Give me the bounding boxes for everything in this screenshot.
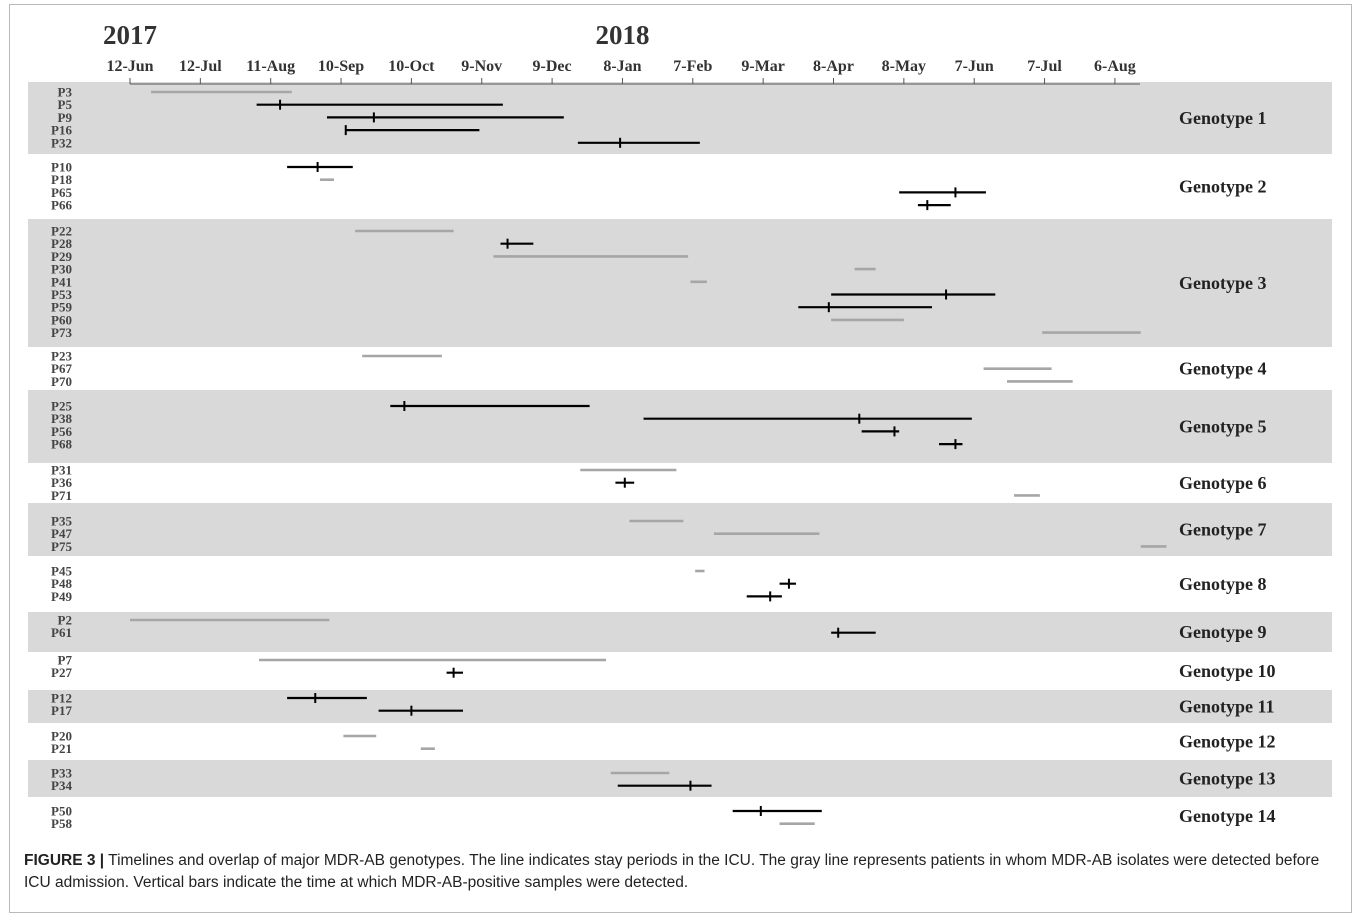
patient-label: P16 [51,123,72,138]
patient-label: P29 [51,249,72,264]
x-tick-label: 8-Apr [813,58,854,75]
patient-label: P3 [58,85,73,100]
x-tick-label: 9-Dec [533,58,572,75]
patient-label: P59 [51,300,72,315]
year-label: 2018 [595,20,649,50]
figure-caption: FIGURE 3 | Timelines and overlap of majo… [24,850,1336,894]
genotype-label: Genotype 3 [1179,273,1267,293]
patient-label: P2 [58,613,72,628]
patient-label: P27 [51,665,72,680]
patient-label: P47 [51,526,72,541]
patient-label: P71 [51,488,72,503]
genotype-band [28,760,1332,797]
patient-label: P32 [51,135,72,150]
patient-label: P18 [51,172,72,187]
patient-label: P21 [51,741,72,756]
genotype-label: Genotype 7 [1179,520,1267,540]
genotype-band [28,390,1332,463]
x-tick-label: 9-Mar [741,58,785,75]
patient-label: P10 [51,160,72,175]
genotype-label: Genotype 12 [1179,732,1276,752]
x-tick-label: 7-Feb [673,58,712,75]
genotype-label: Genotype 1 [1179,108,1267,128]
patient-label: P53 [51,287,72,302]
patient-label: P45 [51,564,72,579]
patient-label: P65 [51,185,72,200]
patient-label: P25 [51,399,72,414]
patient-label: P58 [51,816,72,831]
patient-label: P66 [51,198,72,213]
genotype-label: Genotype 8 [1179,574,1267,594]
genotype-label: Genotype 2 [1179,177,1267,197]
patient-label: P28 [51,236,72,251]
patient-label: P67 [51,361,72,376]
patient-label: P61 [51,625,72,640]
x-tick-label: 10-Oct [388,58,435,75]
patient-label: P23 [51,349,72,364]
genotype-label: Genotype 13 [1179,769,1276,789]
patient-label: P48 [51,576,72,591]
genotype-label: Genotype 9 [1179,622,1267,642]
x-tick-label: 6-Aug [1094,58,1136,75]
patient-label: P33 [51,766,72,781]
genotype-band [28,503,1332,556]
year-label: 2017 [103,20,157,50]
patient-label: P56 [51,424,72,439]
x-tick-label: 10-Sep [318,58,364,75]
patient-label: P30 [51,262,72,277]
x-tick-label: 11-Aug [246,58,295,75]
patient-label: P35 [51,514,72,529]
patient-label: P60 [51,312,72,327]
genotype-band [28,690,1332,723]
patient-label: P17 [51,703,72,718]
genotype-label: Genotype 5 [1179,417,1267,437]
timeline-chart: 2017 2018 12-Jun 12-Jul 11-Aug 10-Sep 10-Oct 9-… [28,20,1332,831]
patient-label: P36 [51,475,72,490]
patient-label: P22 [51,224,72,239]
patient-label: P34 [51,778,72,793]
genotype-label: Genotype 6 [1179,473,1267,493]
genotype-band [28,219,1332,347]
x-tick-label: 8-May [882,58,926,75]
x-tick-label: 7-Jun [955,58,994,75]
patient-label: P50 [51,804,72,819]
x-tick-label: 8-Jan [603,58,641,75]
caption-label: FIGURE 3 | [24,852,105,869]
caption-text: Timelines and overlap of major MDR-AB ge… [24,852,1320,891]
patient-label: P75 [51,539,72,554]
patient-label: P70 [51,374,72,389]
patient-label: P9 [58,110,73,125]
genotype-label: Genotype 10 [1179,661,1276,681]
genotype-label: Genotype 4 [1179,359,1267,379]
x-tick-label: 7-Jul [1027,58,1062,75]
x-tick-label: 12-Jul [179,58,222,75]
x-tick-label: 9-Nov [461,58,502,75]
patient-label: P49 [51,589,72,604]
patient-label: P73 [51,325,72,340]
patient-label: P38 [51,411,72,426]
genotype-label: Genotype 14 [1179,806,1276,826]
genotype-label: Genotype 11 [1179,697,1275,717]
x-tick-label: 12-Jun [106,58,153,75]
figure-frame [9,4,1352,913]
patient-label: P31 [51,463,72,478]
patient-label: P68 [51,437,72,452]
genotype-band [28,612,1332,652]
patient-label: P20 [51,729,72,744]
patient-label: P41 [51,274,72,289]
patient-label: P7 [58,653,73,668]
patient-label: P5 [58,97,73,112]
patient-label: P12 [51,691,72,706]
